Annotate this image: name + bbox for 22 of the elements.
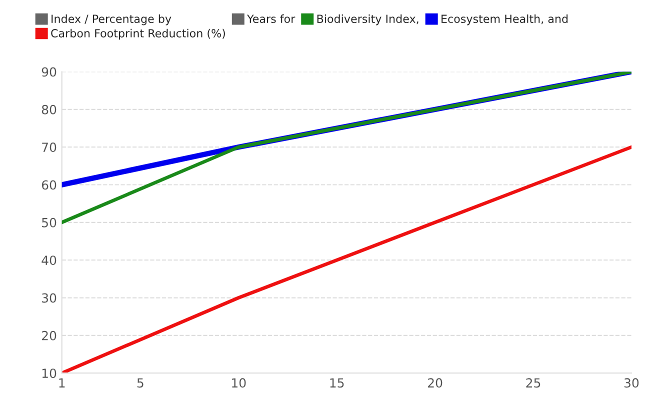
y-axis-title: Index / Percentage by [52,14,172,26]
x-tick-label: 30 [624,378,639,388]
x-tick-label: 15 [330,378,344,388]
y-tick-label: 60 [42,180,56,190]
y-tick-label: 30 [42,293,56,303]
legend-label: Carbon Footprint Reduction (%) [51,28,225,40]
x-tick-label: 20 [428,378,442,388]
x-axis-title: Years for [247,14,296,24]
x-tick-label: 25 [526,378,540,388]
legend-label: Ecosystem Health, and [442,14,568,26]
y-tick-label: 50 [42,218,56,228]
legend-label: Biodiversity Index, [317,14,418,26]
y-tick-label: 20 [42,330,56,340]
y-tick-label: 10 [42,368,56,378]
x-tick-label: 10 [232,378,246,388]
y-tick-label: 40 [42,256,56,266]
x-tick-label: 5 [137,378,144,388]
y-tick-label: 80 [42,104,56,114]
y-tick-label: 70 [42,142,56,152]
line-series [62,72,632,224]
y-tick-label: 90 [42,67,56,77]
x-tick-label: 1 [59,378,65,388]
